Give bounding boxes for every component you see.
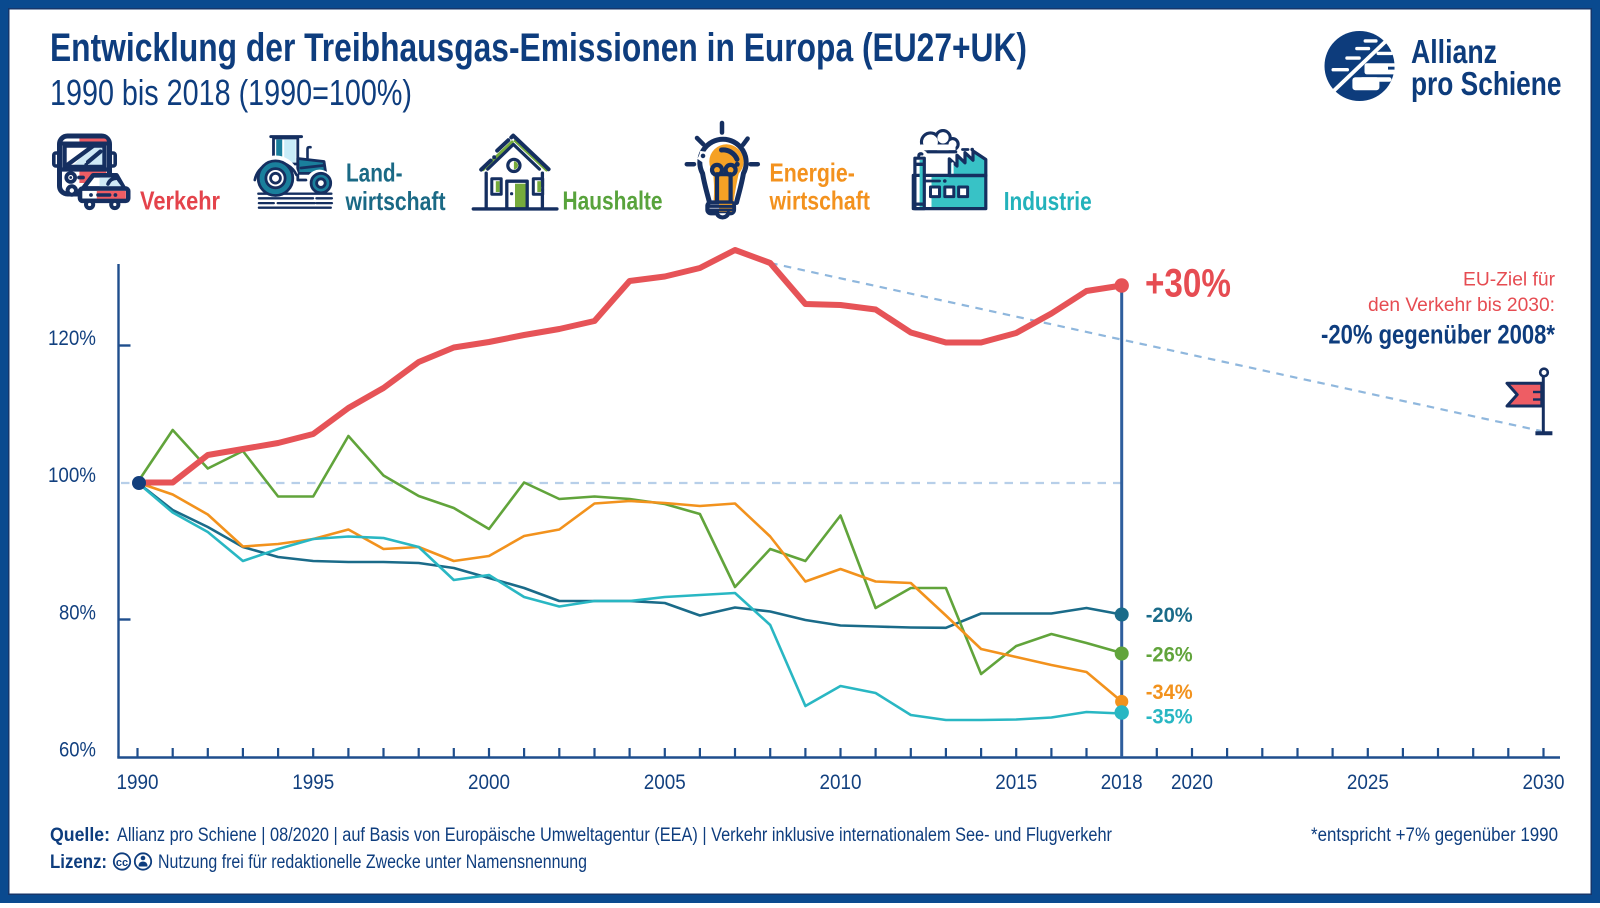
svg-text:1990 bis 2018 (1990=100%): 1990 bis 2018 (1990=100%): [50, 72, 412, 113]
svg-text:-20%: -20%: [1146, 604, 1193, 627]
svg-text:Nutzung frei für redaktionelle: Nutzung frei für redaktionelle Zwecke un…: [158, 852, 587, 873]
svg-text:Verkehr: Verkehr: [140, 186, 220, 216]
svg-text:+30%: +30%: [1145, 261, 1231, 305]
svg-text:2010: 2010: [820, 770, 862, 794]
svg-text:EU-Ziel für: EU-Ziel für: [1463, 268, 1555, 290]
svg-text:2018: 2018: [1101, 770, 1143, 794]
svg-text:2020: 2020: [1171, 770, 1213, 794]
svg-text:-26%: -26%: [1146, 643, 1193, 666]
svg-text:120%: 120%: [48, 326, 96, 350]
svg-text:Energie-: Energie-: [770, 158, 855, 188]
svg-text:den Verkehr bis 2030:: den Verkehr bis 2030:: [1368, 294, 1555, 316]
svg-text:Quelle:Allianz pro Schiene | 0: Quelle: Allianz pro Schiene | 08/2020 | a…: [50, 825, 1113, 846]
svg-text:Haushalte: Haushalte: [563, 186, 663, 216]
svg-text:pro Schiene: pro Schiene: [1411, 66, 1562, 103]
svg-text:2030: 2030: [1523, 770, 1565, 794]
svg-text:-34%: -34%: [1146, 681, 1193, 704]
svg-text:-20% gegenüber 2008*: -20% gegenüber 2008*: [1321, 320, 1555, 350]
svg-text:Land-: Land-: [346, 158, 403, 188]
svg-text:wirtschaft: wirtschaft: [769, 186, 870, 216]
svg-text:Entwicklung der Treibhausgas-E: Entwicklung der Treibhausgas-Emissionen …: [50, 26, 1027, 70]
svg-text:Industrie: Industrie: [1004, 186, 1092, 216]
svg-text:Allianz: Allianz: [1411, 34, 1497, 71]
svg-text:wirtschaft: wirtschaft: [345, 186, 446, 216]
svg-text:Lizenz:: Lizenz:: [50, 852, 107, 873]
svg-text:2000: 2000: [468, 770, 510, 794]
svg-text:2005: 2005: [644, 770, 686, 794]
svg-text:1995: 1995: [292, 770, 334, 794]
svg-text:2025: 2025: [1347, 770, 1389, 794]
svg-text:*entspricht +7% gegenüber 1990: *entspricht +7% gegenüber 1990: [1311, 825, 1558, 846]
svg-text:1990: 1990: [117, 770, 159, 794]
svg-text:cc: cc: [116, 857, 128, 869]
svg-text:60%: 60%: [59, 738, 96, 762]
svg-text:80%: 80%: [59, 601, 96, 625]
svg-text:2015: 2015: [995, 770, 1037, 794]
svg-text:-35%: -35%: [1146, 706, 1193, 729]
svg-text:100%: 100%: [48, 463, 96, 487]
